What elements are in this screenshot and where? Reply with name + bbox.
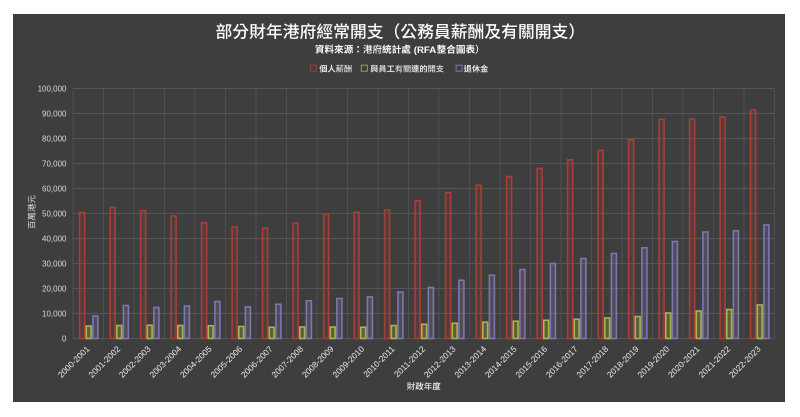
svg-text:50,000: 50,000 <box>42 209 67 218</box>
svg-text:80,000: 80,000 <box>42 134 67 143</box>
svg-text:(RFA: (RFA <box>414 45 436 56</box>
svg-text:70,000: 70,000 <box>42 159 67 168</box>
svg-text:10,000: 10,000 <box>42 309 67 318</box>
svg-text:60,000: 60,000 <box>42 184 67 193</box>
svg-text:30,000: 30,000 <box>42 259 67 268</box>
svg-text:90,000: 90,000 <box>42 109 67 118</box>
svg-text:40,000: 40,000 <box>42 234 67 243</box>
svg-text:20,000: 20,000 <box>42 284 67 293</box>
svg-text:0: 0 <box>62 334 67 343</box>
svg-text:100,000: 100,000 <box>38 84 67 93</box>
